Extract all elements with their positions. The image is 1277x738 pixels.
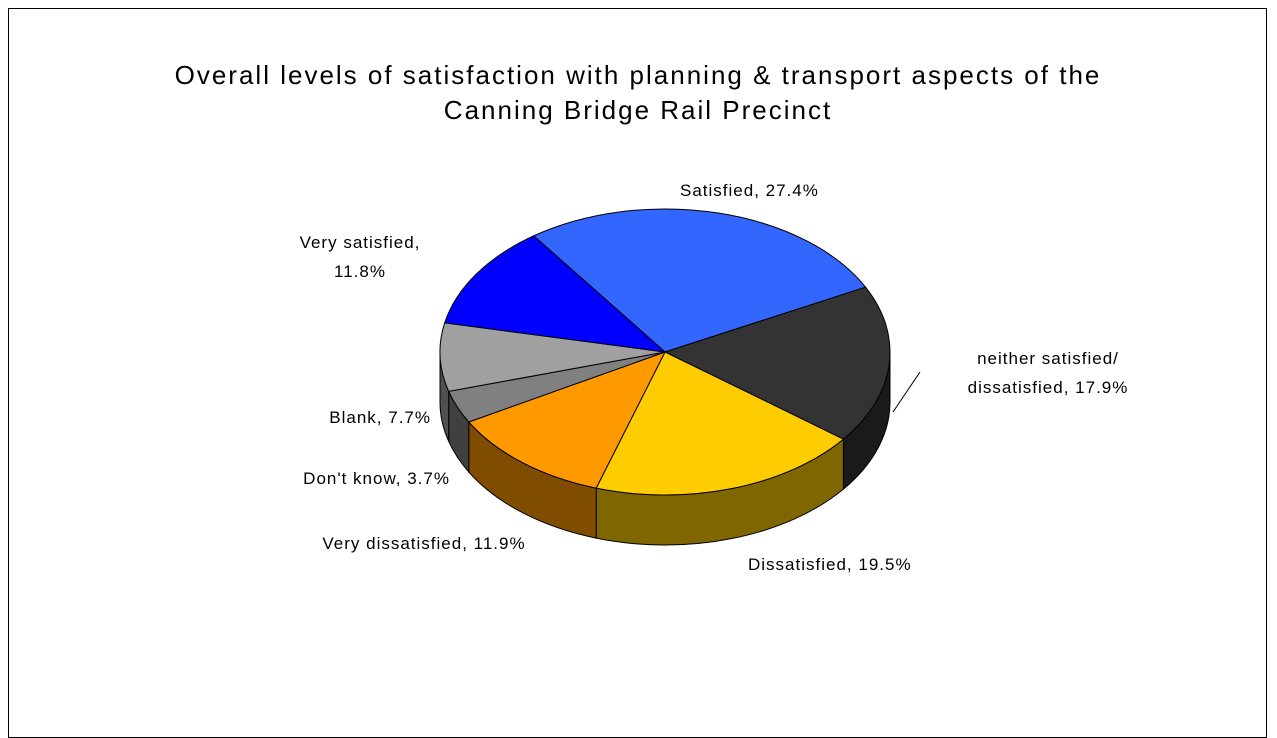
data-label: Blank, 7.7% — [329, 408, 431, 427]
slice — [663, 286, 891, 440]
leader-line — [892, 371, 921, 413]
data-label: Dissatisfied, 19.5% — [748, 555, 912, 574]
pie-tops — [439, 208, 891, 496]
data-label: Satisfied, 27.4% — [680, 181, 819, 200]
data-label: Very dissatisfied, 11.9% — [322, 534, 526, 553]
slice — [444, 235, 667, 353]
slice — [532, 208, 867, 353]
data-label: Don't know, 3.7% — [303, 469, 450, 488]
data-label: neither satisfied/ dissatisfied, 17.9% — [967, 349, 1129, 397]
slice — [595, 351, 845, 496]
chart-title: Overall levels of satisfaction with plan… — [174, 60, 1102, 125]
data-label: Very satisfied, 11.8% — [299, 233, 421, 281]
slice — [467, 351, 667, 489]
slice — [439, 322, 666, 392]
